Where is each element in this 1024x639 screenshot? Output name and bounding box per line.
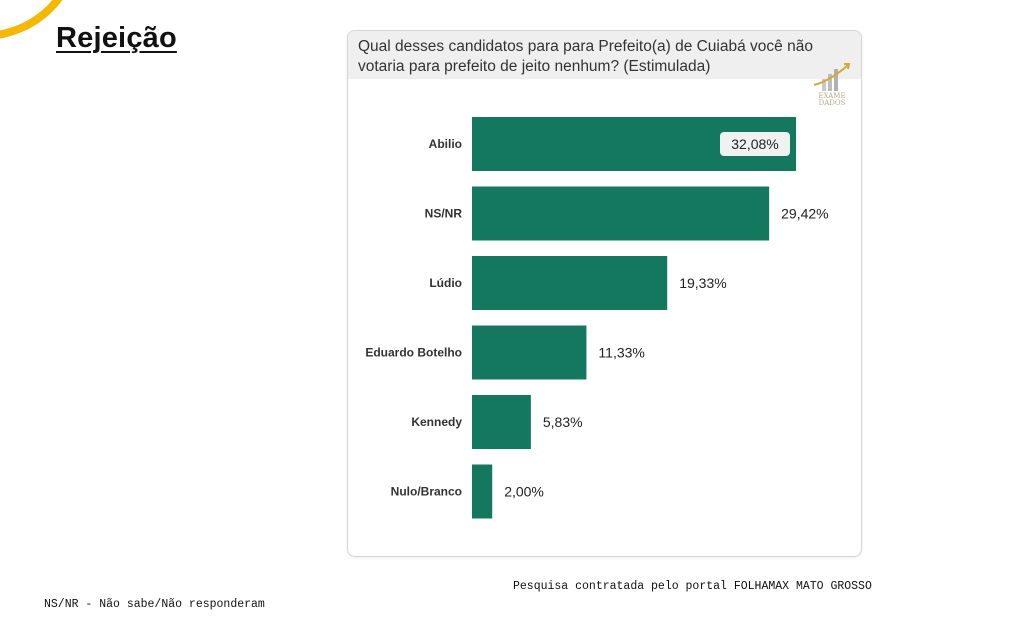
exame-dados-logo: EXAME DADOS [810,61,854,113]
category-label: Lúdio [429,276,462,290]
bar [472,395,531,449]
value-label: 32,08% [731,136,778,152]
bar [472,325,587,380]
value-label-box [720,132,790,156]
chart-card: Qual desses candidatos para para Prefeit… [347,30,862,557]
page-title: Rejeição [56,22,177,54]
legend-note: NS/NR - Não sabe/Não responderam [44,598,265,611]
footer-note: Pesquisa contratada pelo portal FOLHAMAX… [513,580,872,593]
bar [472,186,770,241]
value-label: 5,83% [543,414,583,430]
bar [472,256,668,310]
category-label: Nulo/Branco [391,485,462,499]
logo-text: EXAME DADOS [818,92,846,107]
value-label: 11,33% [598,345,644,361]
bar-growth-logo-icon [813,63,851,91]
category-label: Kennedy [411,415,462,429]
bar-chart: Abilio 32,08% NS/NR 29,42% Lúdio 19,33% Eduard… [365,117,829,519]
value-label: 19,33% [679,275,726,291]
value-label: 2,00% [504,484,544,500]
category-label: NS/NR [425,207,463,221]
chart-header [348,31,861,79]
category-label: Eduardo Botelho [365,346,462,360]
chart-title: Qual desses candidatos para para Prefeit… [358,38,813,75]
value-label: 29,42% [781,206,828,222]
category-label: Abilio [429,137,462,151]
bar [472,464,493,519]
